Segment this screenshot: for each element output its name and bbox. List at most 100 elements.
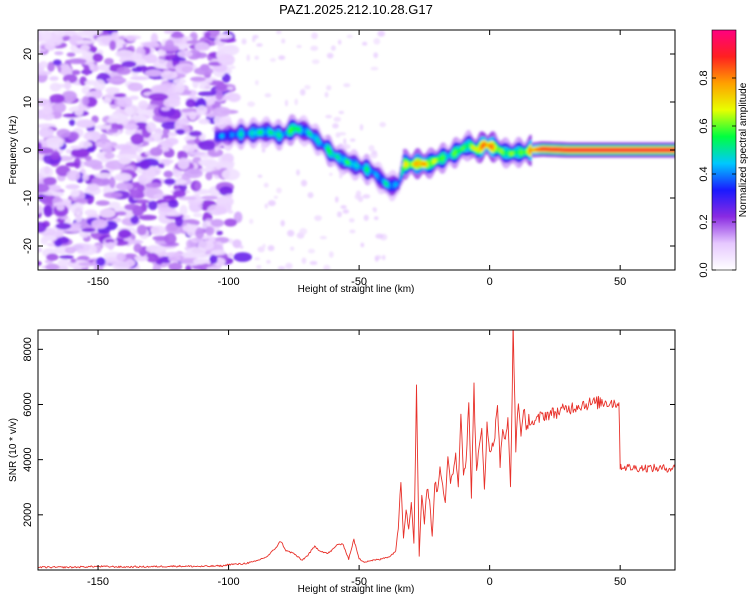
spectrogram-ridge-cell bbox=[436, 157, 440, 162]
spectrogram-noise-cell bbox=[172, 189, 186, 198]
spectrogram-ridge-cell bbox=[385, 182, 389, 186]
spectrogram-noise-cell bbox=[207, 98, 215, 105]
spectrogram-noise-cell bbox=[49, 93, 65, 104]
spectrogram-ridge-cell bbox=[457, 148, 460, 153]
snr-y-axis: 2000 4000 6000 8000 bbox=[22, 337, 675, 527]
spectrogram-noise-cell bbox=[94, 172, 113, 179]
spectrogram-ridge-cell bbox=[658, 148, 661, 152]
spectrogram-ridge-cell bbox=[379, 176, 382, 182]
spectrogram-ridge-cell bbox=[290, 127, 293, 133]
snr-panel: -150 -100 -50 0 50 2000 4000 6000 8000 Height o… bbox=[8, 329, 676, 595]
spectrogram-noise-cell bbox=[86, 183, 100, 192]
spectrogram-ridge-cell bbox=[308, 132, 312, 136]
spectrogram-ridge-cell bbox=[332, 152, 335, 157]
spectrogram-noise-cell bbox=[71, 243, 91, 252]
spectrogram-ridge-cell bbox=[307, 131, 310, 135]
spectrogram-noise-cell bbox=[188, 111, 197, 121]
spectrogram-ridge-cell bbox=[410, 162, 413, 167]
spectrogram-ridge-cell bbox=[503, 150, 506, 156]
spectrogram-ridge-cell bbox=[405, 161, 408, 167]
spectrogram-noise-cell bbox=[59, 255, 74, 260]
spectrogram-noise-cell bbox=[185, 264, 192, 270]
spectrogram-ridge-cell bbox=[442, 155, 445, 161]
spectrogram-ridge-cell bbox=[314, 135, 317, 141]
spectrogram-ridge-cell bbox=[616, 148, 620, 152]
spectrogram-noise-cell bbox=[206, 163, 217, 169]
spectrogram-ridge-cell bbox=[375, 173, 378, 178]
spectrogram-ridge-cell bbox=[346, 160, 349, 165]
spectrogram-noise-cell bbox=[92, 53, 104, 63]
spectrogram-noise-cell bbox=[139, 250, 146, 257]
spectrogram-y-tick-label: 20 bbox=[22, 48, 34, 60]
spectrogram-ridge-cell bbox=[428, 160, 432, 166]
spectrogram-ridge-cell bbox=[524, 150, 527, 154]
spectrogram-ridge-cell bbox=[367, 167, 370, 173]
spectrogram-noise-cell bbox=[157, 49, 166, 57]
spectrogram-noise-cell bbox=[182, 144, 196, 153]
spectrogram-noise-cell bbox=[230, 65, 236, 69]
spectrogram-ridge-cell bbox=[667, 148, 671, 152]
spectrogram-ridge-cell bbox=[498, 148, 501, 152]
spectrogram-ridge-cell bbox=[226, 132, 229, 139]
spectrogram-ridge-cell bbox=[661, 148, 664, 152]
spectrogram-noise-cell bbox=[213, 64, 228, 73]
spectrogram-noise-cell bbox=[130, 133, 144, 145]
spectrogram-noise-cell bbox=[52, 191, 64, 197]
spectrogram-ridge-cell bbox=[445, 154, 449, 159]
spectrogram-noise-cell bbox=[115, 49, 135, 58]
spectrogram-ridge-cell bbox=[338, 155, 342, 161]
spectrogram-ridge-cell bbox=[566, 148, 569, 152]
spectrogram-ridge-cell bbox=[583, 148, 586, 152]
snr-x-axis-label: Height of straight line (km) bbox=[298, 584, 415, 595]
spectrogram-ridge-cell bbox=[274, 131, 278, 137]
spectrogram-ridge-layer bbox=[214, 114, 675, 202]
spectrogram-noise-cell bbox=[263, 182, 269, 188]
spectrogram-noise-cell bbox=[38, 147, 54, 155]
snr-x-tick-label: -50 bbox=[351, 576, 367, 588]
spectrogram-ridge-cell bbox=[412, 162, 415, 167]
spectrogram-noise-cell bbox=[130, 189, 144, 199]
spectrogram-ridge-cell bbox=[586, 148, 590, 152]
spectrogram-noise-cell bbox=[150, 225, 167, 236]
spectrogram-ridge-cell bbox=[452, 151, 455, 157]
spectrogram-ridge-cell bbox=[280, 133, 283, 138]
spectrogram-noise-cell bbox=[54, 239, 63, 247]
spectrogram-noise-cell bbox=[117, 96, 133, 108]
spectrogram-ridge-cell bbox=[311, 134, 314, 139]
spectrogram-ridge-cell bbox=[485, 143, 488, 147]
spectrogram-noise-cell bbox=[187, 200, 204, 205]
spectrogram-ridge-cell bbox=[453, 150, 456, 156]
spectrogram-noise-cell bbox=[65, 184, 80, 190]
spectrogram-noise-cell bbox=[255, 80, 259, 86]
spectrogram-ridge-cell bbox=[396, 182, 399, 186]
spectrogram-noise-cell bbox=[175, 82, 185, 94]
spectrogram-ridge-cell bbox=[526, 149, 530, 154]
spectrogram-noise-cell bbox=[75, 198, 88, 204]
spectrogram-noise-cell bbox=[326, 85, 332, 91]
spectrogram-noise-cell bbox=[205, 171, 213, 181]
spectrogram-ridge-cell bbox=[444, 154, 447, 160]
spectrogram-ridge-cell bbox=[590, 148, 594, 152]
spectrogram-noise-cell bbox=[100, 133, 108, 145]
spectrogram-ridge-cell bbox=[624, 148, 627, 152]
spectrogram-ridge-cell bbox=[349, 161, 352, 166]
spectrogram-noise-cell bbox=[81, 50, 93, 58]
spectrogram-ridge-cell bbox=[584, 148, 587, 152]
spectrogram-noise-cell bbox=[45, 136, 64, 149]
spectrogram-ridge-cell bbox=[318, 139, 321, 145]
spectrogram-noise-cell bbox=[377, 30, 386, 37]
spectrogram-noise-cell bbox=[141, 168, 157, 180]
spectrogram-ridge-cell bbox=[560, 148, 564, 152]
spectrogram-y-tick-label: -20 bbox=[22, 238, 34, 254]
spectrogram-noise-cell bbox=[102, 97, 112, 104]
spectrogram-ridge-cell bbox=[546, 147, 549, 151]
spectrogram-noise-cell bbox=[124, 104, 141, 116]
spectrogram-ridge-cell bbox=[402, 161, 406, 168]
spectrogram-ridge-cell bbox=[626, 148, 629, 152]
spectrogram-ridge-cell bbox=[414, 161, 417, 167]
spectrogram-noise-cell bbox=[81, 95, 90, 106]
spectrogram-ridge-cell bbox=[345, 160, 348, 164]
snr-y-tick-label: 4000 bbox=[22, 447, 34, 471]
spectrogram-noise-cell bbox=[78, 262, 97, 267]
spectrogram-y-tick-label: 10 bbox=[22, 96, 34, 108]
